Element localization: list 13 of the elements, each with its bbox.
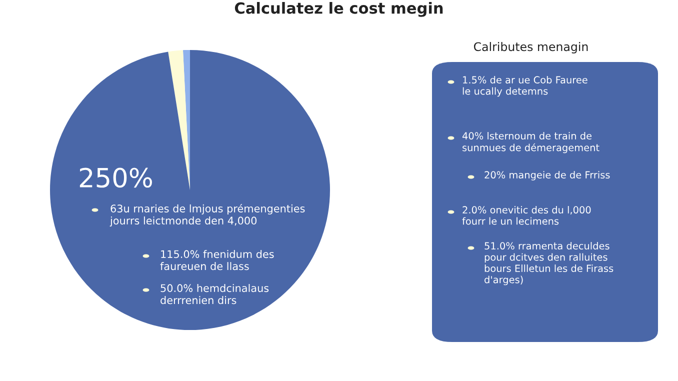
text: 51.0% rramenta deculdes pour dcitves den ralluites bours Ellletun les de Firass d'arges) xyxy=(484,242,614,286)
text: Calributes menagin xyxy=(474,42,588,54)
chart-title: Calculatez le cost megin xyxy=(234,2,443,17)
text: 1.5% de ar ue Cob Fauree le ucally detemns xyxy=(462,76,588,97)
text: 115.0% fnenidum des faureuen de llass xyxy=(160,250,274,270)
text: 250% xyxy=(80,168,152,188)
text: 2.0% onevitic des du l,000 fourr le un lecimens xyxy=(462,206,591,225)
text: 40% lsternoum de train de sunmues de démeragement xyxy=(462,132,600,154)
text: 63u rnaries de lmjous prémengenties jourrs leictmonde den 4,000 xyxy=(110,204,305,227)
pie-slice xyxy=(50,50,330,330)
text: 50.0% hemdcinalaus derrrenien dirs xyxy=(160,284,269,304)
pie-slice xyxy=(168,50,190,190)
text: 20% mangeie de de Frriss xyxy=(484,171,610,180)
